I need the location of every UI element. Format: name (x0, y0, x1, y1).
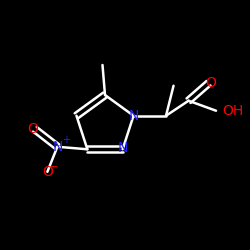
Text: O: O (42, 165, 53, 179)
Text: N: N (52, 140, 62, 154)
Text: −: − (50, 162, 58, 172)
Text: OH: OH (222, 104, 244, 118)
Text: O: O (27, 122, 38, 136)
Text: O: O (206, 76, 216, 90)
Text: N: N (118, 141, 128, 155)
Text: N: N (128, 109, 139, 123)
Text: +: + (62, 135, 70, 145)
